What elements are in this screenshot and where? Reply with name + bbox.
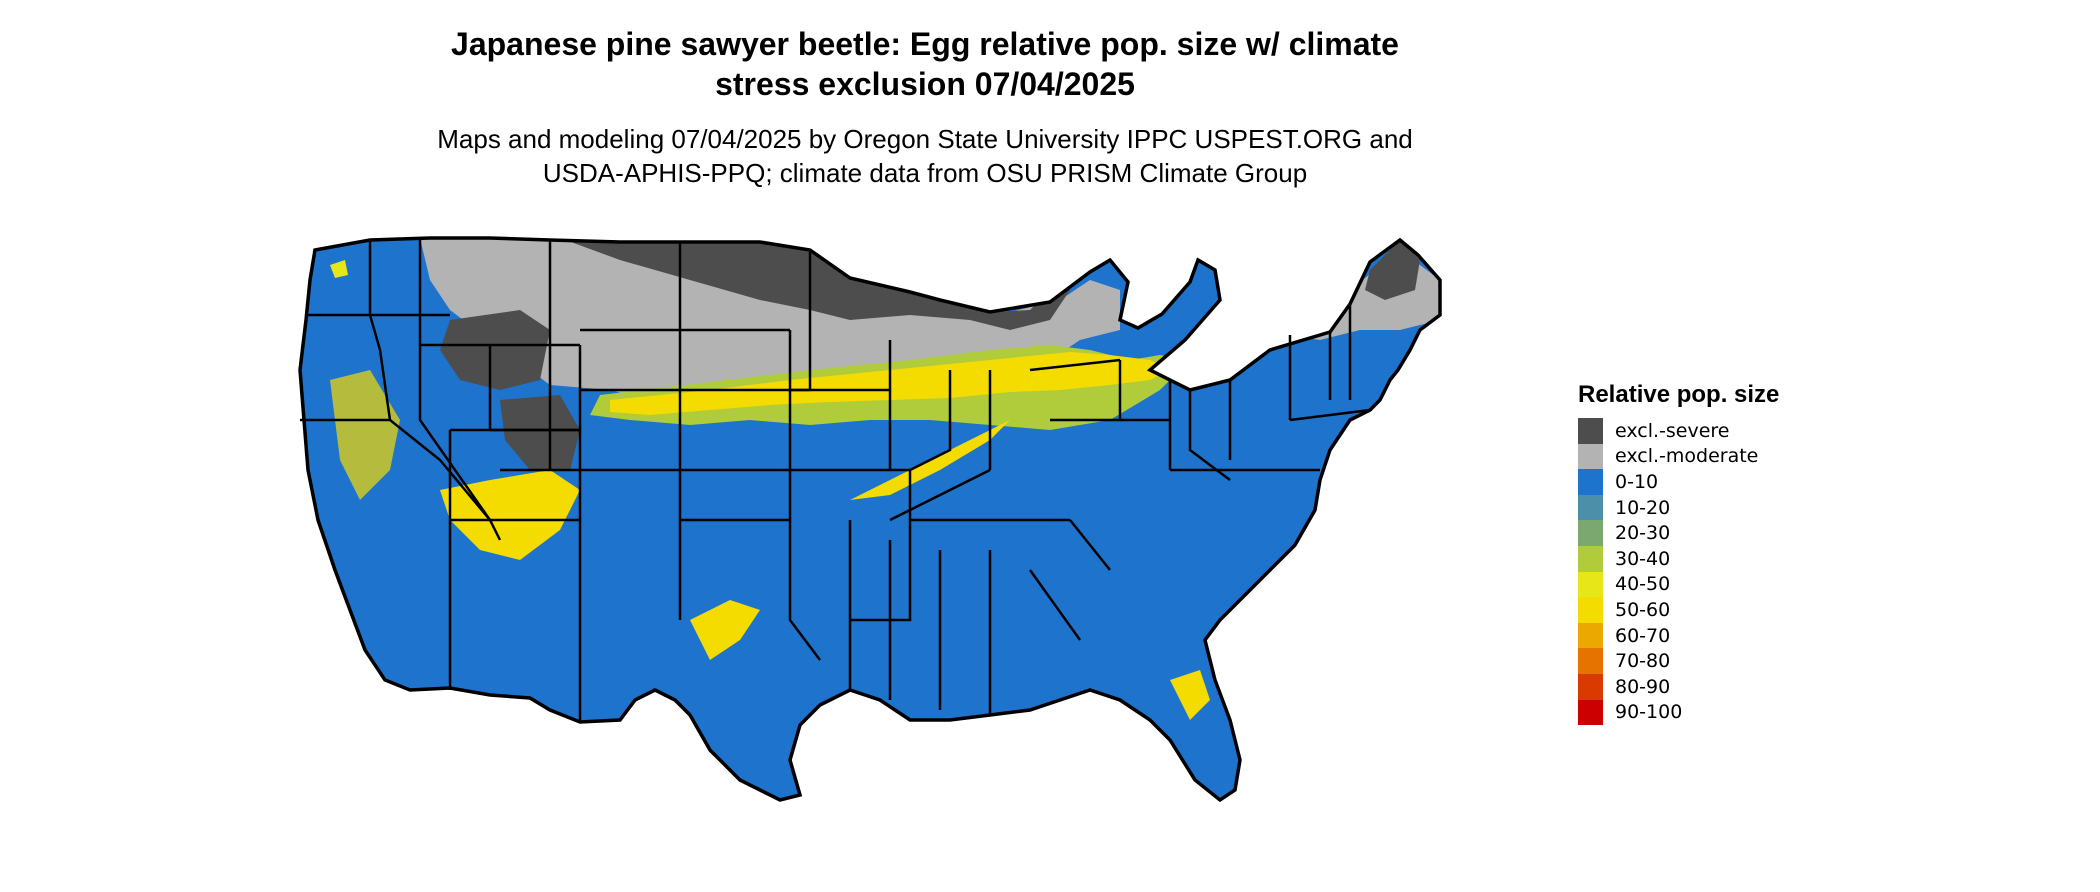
zone-gulf-texas	[690, 600, 760, 660]
legend-item: 20-30	[1578, 520, 1779, 546]
zone-southwest	[440, 470, 580, 560]
legend-label: 50-60	[1615, 598, 1671, 621]
legend-item: 80-90	[1578, 673, 1779, 700]
legend-label: 70-80	[1615, 650, 1671, 673]
legend-item: 30-40	[1578, 545, 1779, 572]
legend-title: Relative pop. size	[1578, 381, 1780, 408]
map-title: Japanese pine sawyer beetle: Egg relativ…	[0, 24, 1850, 104]
legend-item: 0-10	[1578, 469, 1779, 495]
title-line-2: stress exclusion 07/04/2025	[715, 66, 1135, 102]
legend-swatch	[1578, 443, 1603, 470]
legend-swatch	[1578, 673, 1603, 700]
legend-label: 30-40	[1615, 547, 1671, 570]
zone-florida	[1170, 670, 1210, 720]
legend-label: 40-50	[1615, 573, 1671, 596]
legend-item: excl.-moderate	[1578, 443, 1779, 470]
legend-swatch	[1578, 699, 1603, 726]
legend-item: 50-60	[1578, 597, 1779, 623]
legend-label: excl.-severe	[1615, 419, 1730, 442]
zone-nevada	[330, 370, 400, 500]
legend-item: excl.-severe	[1578, 418, 1779, 444]
legend-label: 0-10	[1615, 470, 1659, 493]
zone-excl-severe-me	[1365, 240, 1420, 300]
legend-label: 60-70	[1615, 624, 1671, 647]
subtitle-line-2: USDA-APHIS-PPQ; climate data from OSU PR…	[542, 158, 1308, 188]
map-subtitle: Maps and modeling 07/04/2025 by Oregon S…	[0, 122, 1850, 190]
legend-swatch	[1578, 622, 1603, 649]
legend-label: 20-30	[1615, 522, 1671, 545]
state-borders	[298, 236, 1442, 803]
legend-label: 80-90	[1615, 675, 1671, 698]
legend-swatch	[1578, 571, 1603, 598]
zone-excl-severe	[560, 238, 1080, 330]
legend-swatch	[1578, 494, 1603, 521]
legend: Relative pop. size excl.-severe excl.-mod…	[1578, 380, 1780, 726]
zone-wa	[330, 260, 348, 278]
legend-item: 60-70	[1578, 622, 1779, 649]
legend-label: 10-20	[1615, 496, 1671, 519]
legend-swatch	[1578, 469, 1603, 495]
legend-label: 90-100	[1615, 701, 1683, 724]
legend-swatch	[1578, 418, 1603, 444]
legend-swatch	[1578, 648, 1603, 674]
legend-item: 70-80	[1578, 648, 1779, 674]
subtitle-line-1: Maps and modeling 07/04/2025 by Oregon S…	[437, 124, 1413, 154]
legend-item: 40-50	[1578, 571, 1779, 598]
legend-swatch	[1578, 597, 1603, 623]
legend-label: excl.-moderate	[1615, 445, 1759, 468]
legend-swatch	[1578, 545, 1603, 572]
legend-swatch	[1578, 520, 1603, 546]
zone-excl-severe-rockies	[440, 310, 550, 390]
zone-excl-severe-co	[500, 395, 580, 470]
legend-item: 10-20	[1578, 494, 1779, 521]
legend-item: 90-100	[1578, 699, 1779, 726]
us-map	[298, 236, 1442, 803]
legend-items: excl.-severe excl.-moderate 0-10 10-20 20-30…	[1578, 418, 1779, 726]
title-line-1: Japanese pine sawyer beetle: Egg relativ…	[451, 26, 1399, 62]
